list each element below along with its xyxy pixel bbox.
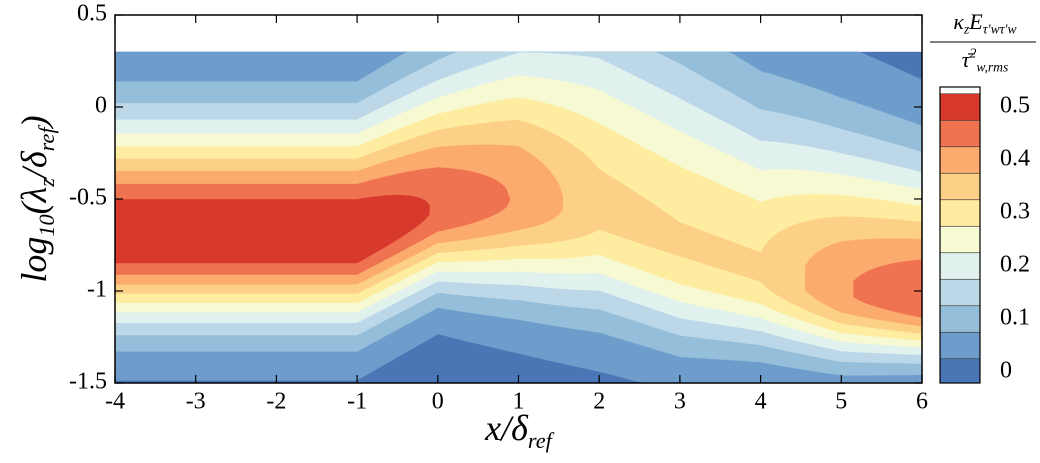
colorbar-swatch [939, 146, 981, 174]
contour-band [853, 259, 922, 318]
colorbar-swatch [939, 93, 981, 121]
contour-field [115, 51, 922, 384]
x-tick-label: 1 [513, 389, 525, 415]
axis-label: τ̄2​w,rms​ [962, 45, 1009, 74]
axis-label: κz​Eτ′wτ′w​ [953, 9, 1016, 37]
label-part: κ [953, 9, 964, 34]
y-tick-label: -1.5 [69, 369, 107, 395]
label-part: ref [528, 428, 555, 453]
label-part: /δ [14, 150, 54, 180]
label-part: τ′wτ′w [983, 22, 1017, 37]
y-tick-label: -0.5 [69, 185, 107, 211]
y-tick-label: 0 [95, 93, 107, 119]
colorbar-swatch [939, 225, 981, 254]
colorbar-tick-label: 0.5 [1000, 93, 1030, 119]
axis-label: x/δref​ [484, 408, 554, 453]
x-tick-label: 4 [755, 389, 767, 415]
label-part: z [963, 22, 970, 37]
colorbar-tick-label: 0.2 [1000, 252, 1030, 278]
label-part: log [14, 237, 54, 283]
colorbar-swatch [939, 358, 981, 384]
colorbar-frame [939, 86, 981, 384]
x-tick-label: -1 [347, 389, 367, 415]
x-tick-label: -2 [266, 389, 286, 415]
colorbar-tick-label: 0.3 [1000, 199, 1030, 225]
y-tick-label: 0.5 [77, 1, 107, 27]
colorbar-tick-label: 0.1 [1000, 305, 1030, 331]
label-part: ref [34, 125, 59, 152]
label-part: (λ [14, 187, 54, 215]
contour-band [115, 194, 430, 264]
colorbar-swatch [939, 305, 981, 333]
x-tick-label: -4 [105, 389, 125, 415]
x-tick-label: 0 [432, 389, 444, 415]
x-tick-label: 6 [916, 389, 928, 415]
colorbar-swatch [939, 278, 981, 307]
axis-label: log10​(λz​/δref​) [14, 115, 59, 282]
label-part: E [968, 9, 983, 34]
x-tick-label: 3 [674, 389, 686, 415]
label-part: x/δ [484, 408, 529, 448]
colorbar-tick-label: 0.4 [1000, 146, 1030, 172]
y-tick-label: -1 [87, 277, 107, 303]
colorbar-swatch [939, 199, 981, 227]
colorbar-swatch [939, 252, 981, 280]
colorbar-swatch [939, 331, 981, 360]
label-part: 2 [970, 45, 977, 60]
x-tick-label: 2 [593, 389, 605, 415]
label-part: z [34, 178, 59, 188]
x-tick-label: -3 [186, 389, 206, 415]
colorbar-swatch [939, 172, 981, 201]
x-tick-label: 5 [835, 389, 847, 415]
label-part: 10 [34, 214, 59, 236]
colorbar-swatch [939, 119, 981, 148]
label-part: ) [14, 115, 54, 129]
label-part: w,rms [976, 60, 1008, 75]
colorbar-tick-label: 0 [1000, 358, 1012, 384]
